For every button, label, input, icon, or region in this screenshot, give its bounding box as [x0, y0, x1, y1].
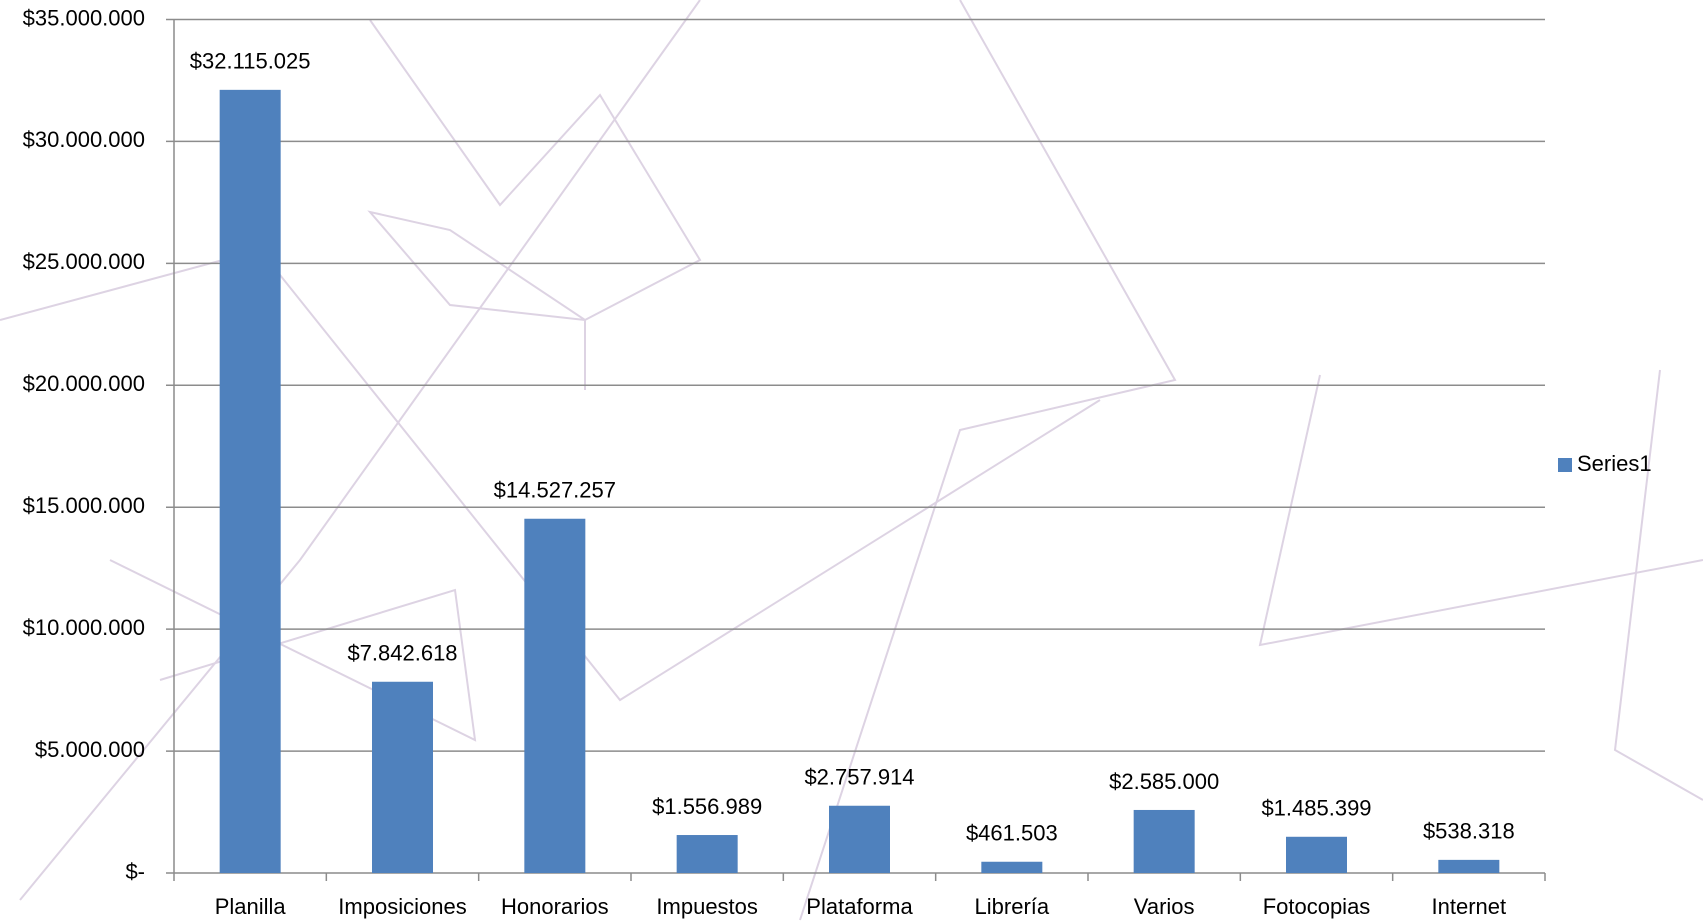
y-tick-label: $- — [125, 859, 145, 884]
data-label: $538.318 — [1423, 819, 1515, 844]
bar — [524, 518, 586, 873]
bar — [981, 861, 1043, 873]
data-label: $14.527.257 — [494, 478, 616, 503]
bar — [1286, 836, 1347, 873]
y-tick-label: $5.000.000 — [35, 737, 145, 762]
legend-swatch — [1558, 458, 1572, 472]
y-tick-label: $10.000.000 — [23, 615, 145, 640]
data-label: $1.485.399 — [1261, 796, 1371, 821]
bar — [219, 89, 281, 873]
x-tick-label: Internet — [1432, 894, 1507, 919]
x-tick-label: Fotocopias — [1263, 894, 1371, 919]
data-label: $1.556.989 — [652, 794, 762, 819]
y-tick-label: $30.000.000 — [23, 127, 145, 152]
legend-label: Series1 — [1577, 451, 1652, 476]
data-label: $32.115.025 — [190, 49, 311, 74]
bar — [829, 805, 890, 873]
y-tick-label: $25.000.000 — [23, 249, 145, 274]
y-tick-label: $35.000.000 — [23, 5, 145, 30]
data-label: $2.757.914 — [804, 765, 914, 790]
y-tick-label: $15.000.000 — [23, 493, 145, 518]
x-tick-label: Plataforma — [806, 894, 913, 919]
y-tick-label: $20.000.000 — [23, 371, 145, 396]
x-tick-label: Varios — [1134, 894, 1195, 919]
bar — [1133, 809, 1195, 873]
bar — [1438, 859, 1500, 873]
x-tick-label: Librería — [975, 894, 1050, 919]
bar — [372, 681, 433, 873]
x-tick-label: Impuestos — [656, 894, 758, 919]
bar — [676, 835, 738, 873]
data-label: $461.503 — [966, 821, 1058, 846]
x-tick-label: Planilla — [215, 894, 287, 919]
x-tick-label: Honorarios — [501, 894, 609, 919]
data-label: $2.585.000 — [1109, 769, 1219, 794]
x-tick-label: Imposiciones — [338, 894, 466, 919]
data-label: $7.842.618 — [347, 641, 457, 666]
